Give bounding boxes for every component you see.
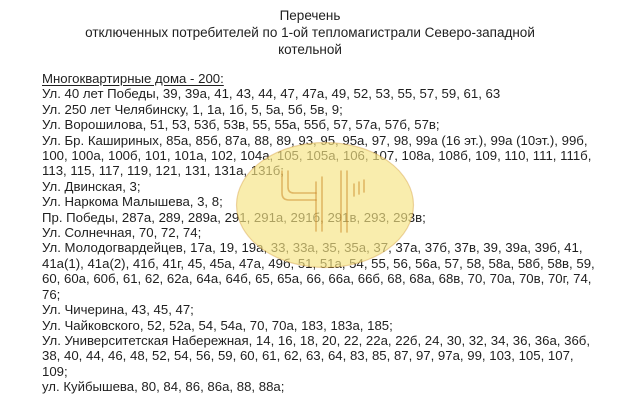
- street-entry: Ул. Чичерина, 43, 45, 47;: [42, 302, 194, 318]
- title-line-3: котельной: [278, 42, 342, 57]
- street-entry: Ул. Чайковского, 52, 52а, 54, 54а, 70, 7…: [42, 317, 393, 333]
- street-list: Многоквартирные дома - 200: Ул. 40 лет П…: [0, 58, 620, 395]
- street-entry: Ул. Бр. Кашириных, 85а, 85б, 87а, 88, 89…: [42, 132, 592, 179]
- street-entry: Ул. 40 лет Победы, 39, 39а, 41, 43, 44, …: [42, 86, 501, 102]
- street-entry: Ул. Двинская, 3;: [42, 178, 141, 194]
- street-entry: Ул. Ворошилова, 51, 53, 53б, 53в, 55, 55…: [42, 117, 440, 133]
- street-entry: Ул. Солнечная, 70, 72, 74;: [42, 225, 202, 241]
- page-title: Перечень отключенных потребителей по 1-о…: [0, 0, 620, 58]
- street-entry: ул. Куйбышева, 80, 84, 86, 86а, 88, 88а;: [42, 379, 285, 395]
- street-entry: Ул. 250 лет Челябинску, 1, 1а, 1б, 5, 5а…: [42, 101, 343, 117]
- street-entry: Ул. Наркома Малышева, 3, 8;: [42, 194, 223, 210]
- street-entry: Ул. Молодогвардейцев, 17а, 19, 19а, 33, …: [42, 240, 595, 302]
- street-entry: Пр. Победы, 287а, 289, 289а, 291, 291а, …: [42, 209, 426, 225]
- street-entry: Ул. Университетская Набережная, 14, 16, …: [42, 332, 590, 379]
- title-line-1: Перечень: [279, 8, 341, 23]
- title-line-2: отключенных потребителей по 1-ой теплома…: [85, 25, 535, 40]
- list-heading: Многоквартирные дома - 200:: [42, 71, 224, 86]
